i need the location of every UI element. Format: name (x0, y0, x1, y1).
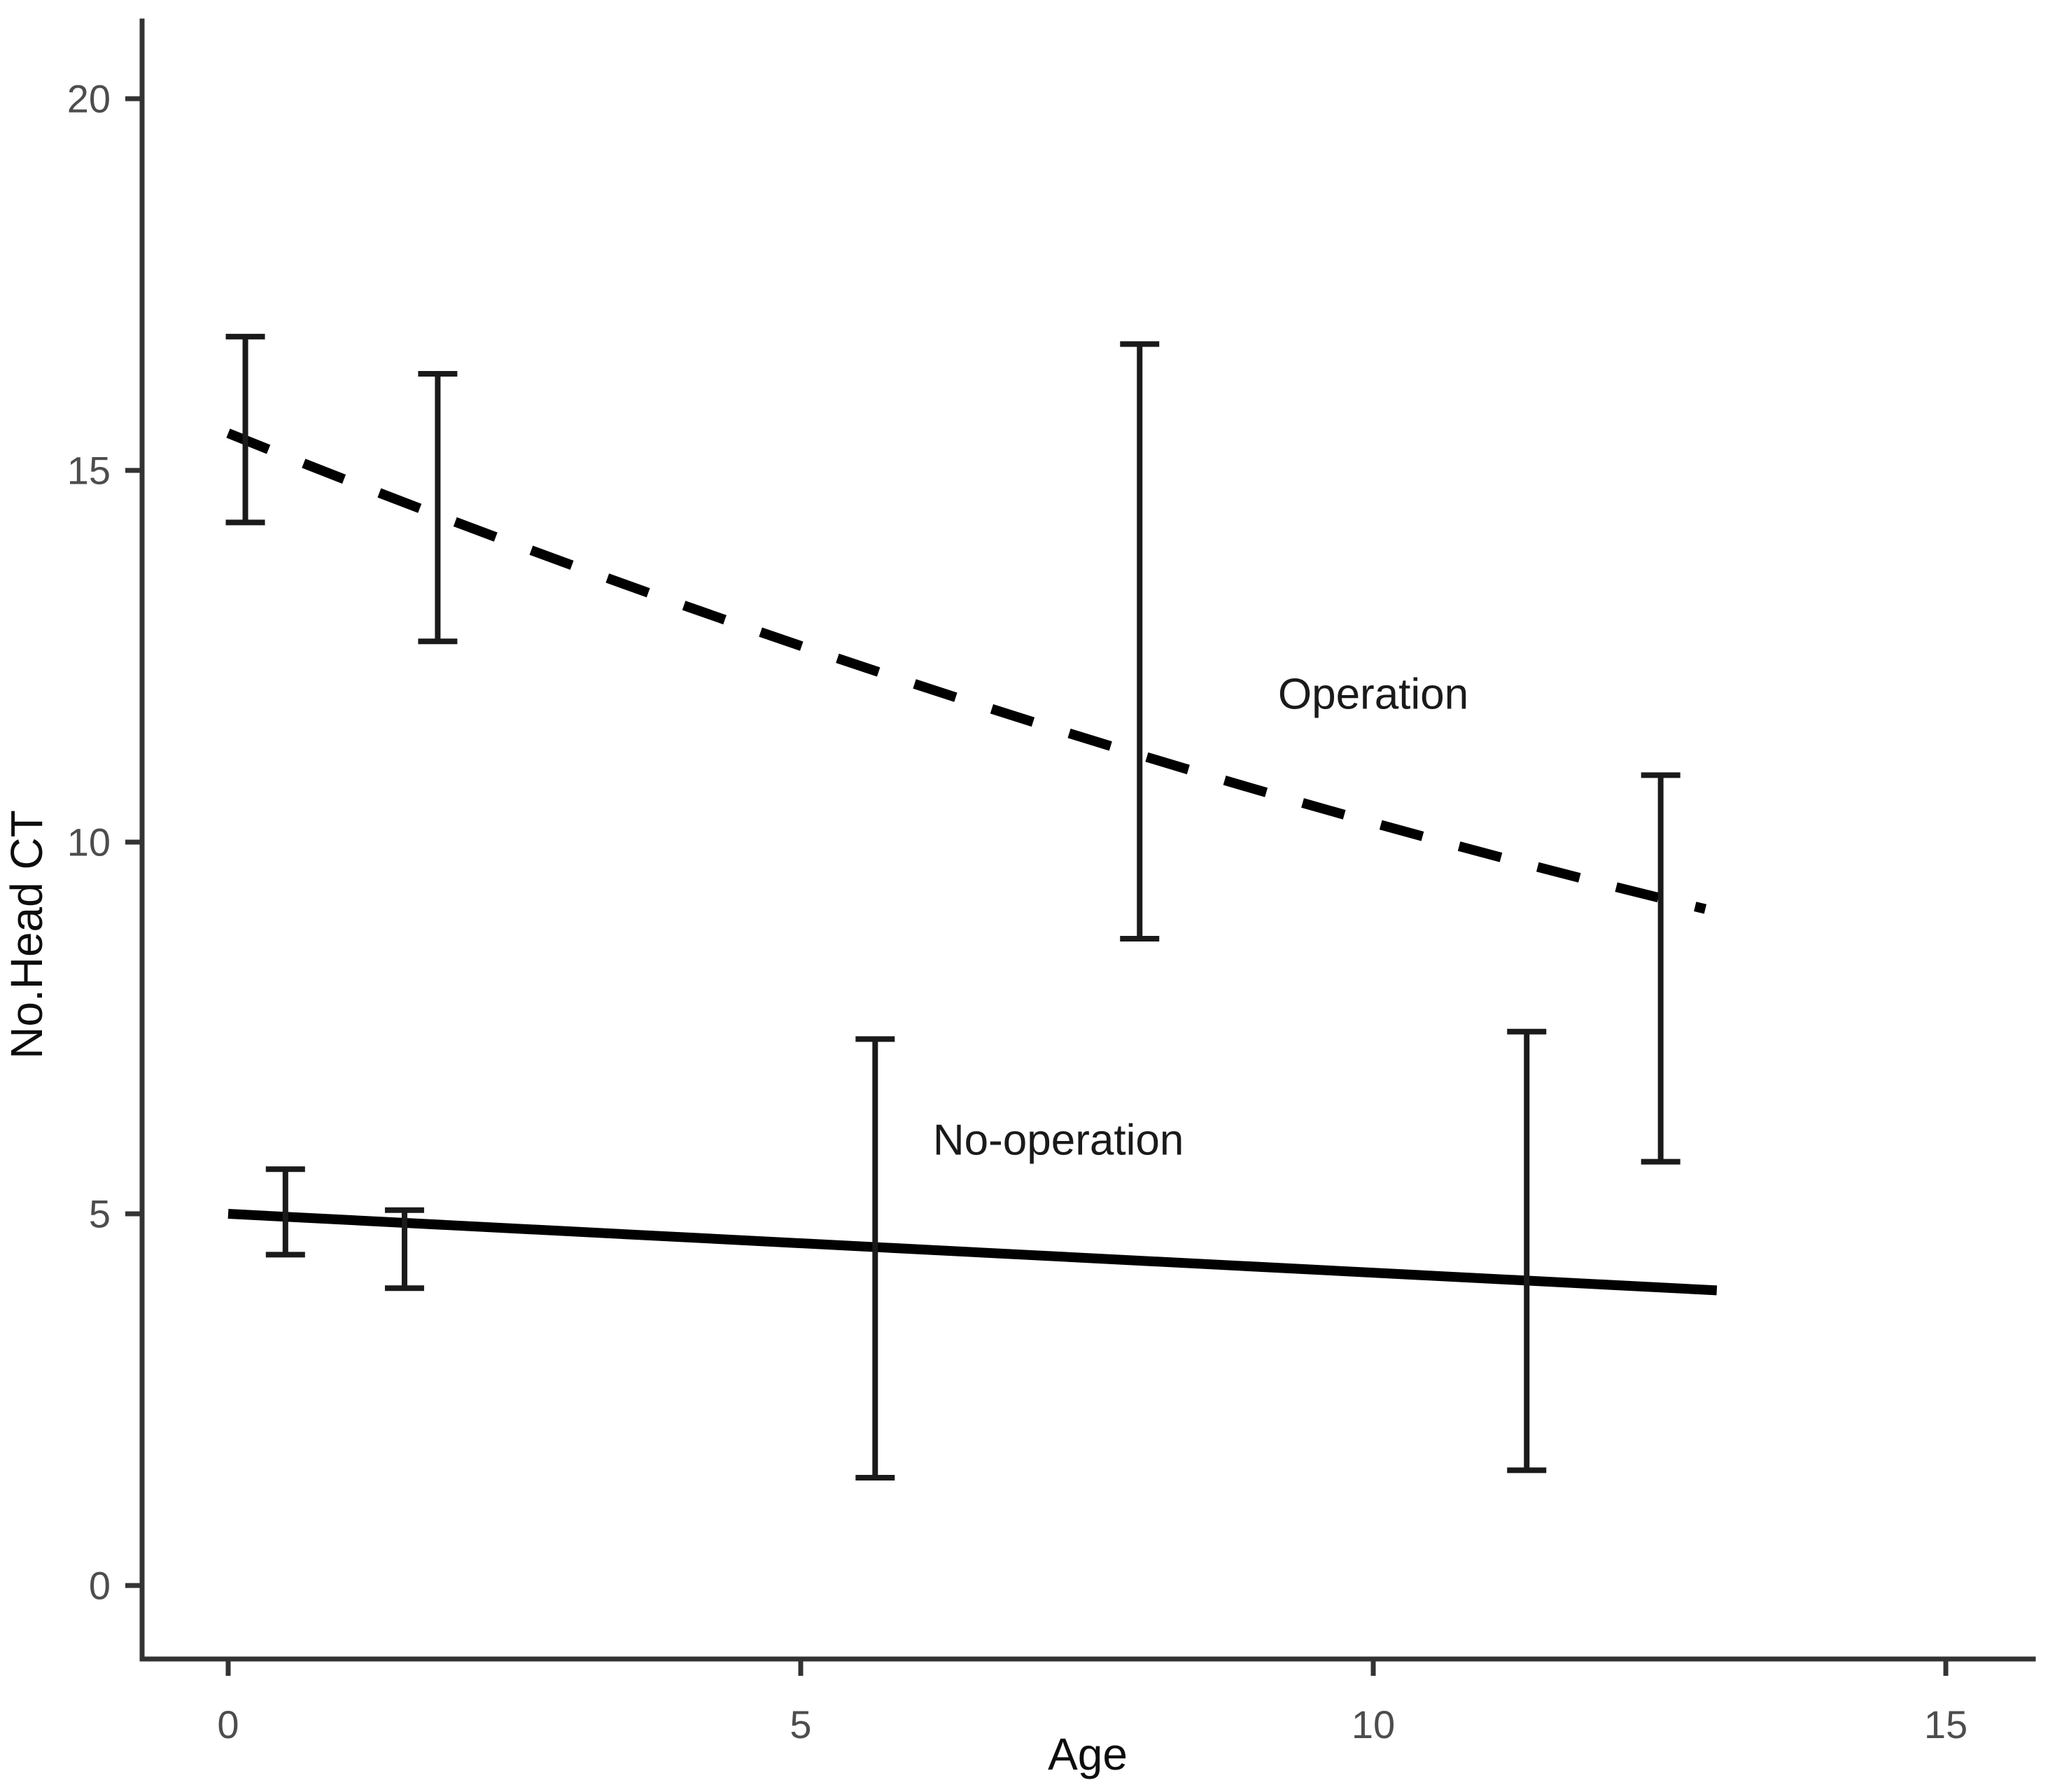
y-tick-label: 15 (67, 449, 111, 493)
error-bar-no-operation (1507, 1028, 1547, 1474)
no-operation-series-label: No-operation (933, 1116, 1184, 1165)
y-tick-label: 5 (89, 1192, 111, 1236)
axes (139, 18, 2036, 1662)
series-annotations: Operation No-operation (933, 670, 1468, 1164)
error-bar-no-operation (855, 1036, 895, 1481)
y-tick-label: 20 (67, 77, 111, 121)
error-bar-operation (1120, 341, 1160, 942)
axis-titles: Age No.Head CT (1, 810, 1128, 1779)
operation-trend-line (226, 428, 1707, 914)
x-tick-label: 10 (1352, 1702, 1395, 1746)
error-bar-operation (418, 370, 458, 645)
error-bar-no-operation (265, 1166, 305, 1258)
error-bar-operation (225, 333, 265, 526)
no-operation-trend-line (227, 1209, 1718, 1296)
operation-series-label: Operation (1278, 670, 1468, 718)
error-bar-operation (1641, 772, 1681, 1165)
x-tick-label: 0 (217, 1702, 239, 1746)
error-bars (225, 333, 1681, 1481)
y-axis-title: No.Head CT (1, 810, 52, 1059)
x-tick-label: 15 (1924, 1702, 1968, 1746)
x-axis-ticks: 0 5 10 15 (217, 1659, 1968, 1746)
x-tick-label: 5 (790, 1702, 811, 1746)
x-axis-title: Age (1048, 1729, 1128, 1779)
y-tick-label: 10 (67, 820, 111, 864)
error-bar-no-operation (384, 1207, 424, 1292)
y-tick-label: 0 (89, 1564, 111, 1608)
series-lines (226, 428, 1718, 1296)
y-axis-ticks: 0 5 10 15 20 (67, 77, 142, 1608)
